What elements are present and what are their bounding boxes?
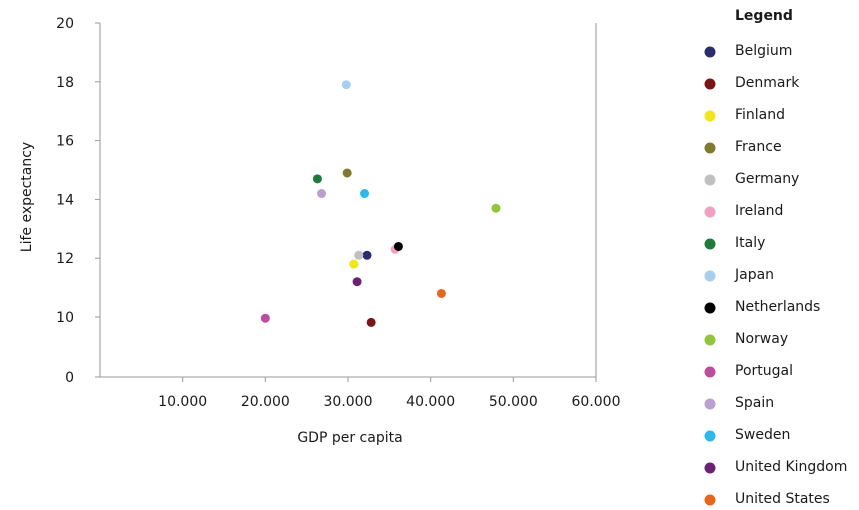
x-tick-label: 60.000 (572, 394, 621, 410)
legend-marker-icon (704, 302, 716, 314)
legend-item-norway: Norway (700, 330, 859, 350)
y-tick-label: 16 (56, 134, 74, 150)
point-sweden (360, 189, 370, 199)
legend-item-japan: Japan (700, 266, 859, 286)
legend-marker-icon (704, 462, 716, 474)
x-tick-label: 30.000 (324, 394, 373, 410)
legend-label: United Kingdom (735, 459, 848, 475)
legend-label: Denmark (735, 75, 800, 91)
legend-item-belgium: Belgium (700, 42, 859, 62)
legend-item-finland: Finland (700, 106, 859, 126)
legend-item-ireland: Ireland (700, 202, 859, 222)
legend-item-united-kingdom: United Kingdom (700, 458, 859, 478)
y-tick-label: 12 (56, 251, 74, 267)
legend-label: Netherlands (735, 299, 821, 315)
legend-marker-icon (704, 430, 716, 442)
legend-label: Japan (735, 267, 775, 283)
point-finland (349, 259, 359, 269)
y-tick-label: 18 (56, 75, 74, 91)
legend-item-sweden: Sweden (700, 426, 859, 446)
legend-marker-icon (704, 206, 716, 218)
legend-marker-icon (704, 46, 716, 58)
y-tick-label: 20 (56, 16, 74, 32)
legend-marker-icon (704, 238, 716, 250)
point-portugal (260, 313, 270, 323)
point-japan (341, 80, 351, 90)
y-tick-label: 0 (65, 370, 74, 386)
legend-marker-icon (704, 142, 716, 154)
point-norway (491, 203, 501, 213)
legend-item-netherlands: Netherlands (700, 298, 859, 318)
point-netherlands (393, 241, 403, 251)
legend-marker-icon (704, 366, 716, 378)
legend-marker-icon (704, 270, 716, 282)
legend-label: Italy (735, 235, 766, 251)
legend-item-france: France (700, 138, 859, 158)
legend-item-united-states: United States (700, 490, 859, 510)
point-belgium (362, 250, 372, 260)
legend-label: Germany (735, 171, 800, 187)
legend-item-germany: Germany (700, 170, 859, 190)
legend-label: Sweden (735, 427, 791, 443)
y-tick-label: 14 (56, 192, 74, 208)
point-france (342, 168, 352, 178)
legend-marker-icon (704, 110, 716, 122)
y-axis-title: Life expectancy (19, 142, 35, 252)
y-tick-label: 10 (56, 310, 74, 326)
x-tick-label: 40.000 (406, 394, 455, 410)
x-tick-label: 50.000 (489, 394, 538, 410)
legend-title: Legend (735, 8, 793, 24)
legend-label: United States (735, 491, 830, 507)
legend-label: Norway (735, 331, 789, 347)
point-italy (312, 174, 322, 184)
x-tick-label: 10.000 (158, 394, 207, 410)
legend-marker-icon (704, 398, 716, 410)
legend-label: Belgium (735, 43, 793, 59)
x-axis-title: GDP per capita (297, 430, 402, 446)
legend-marker-icon (704, 78, 716, 90)
legend-label: Portugal (735, 363, 793, 379)
point-denmark (366, 317, 376, 327)
x-tick-label: 20.000 (241, 394, 290, 410)
legend-label: Spain (735, 395, 775, 411)
legend-label: Ireland (735, 203, 784, 219)
legend-marker-icon (704, 494, 716, 506)
legend-marker-icon (704, 174, 716, 186)
point-united-states (436, 288, 446, 298)
point-spain (317, 189, 327, 199)
legend-item-italy: Italy (700, 234, 859, 254)
legend-label: Finland (735, 107, 786, 123)
legend-item-denmark: Denmark (700, 74, 859, 94)
legend-item-spain: Spain (700, 394, 859, 414)
legend-marker-icon (704, 334, 716, 346)
point-united-kingdom (352, 277, 362, 287)
legend-label: France (735, 139, 782, 155)
point-germany (354, 250, 364, 260)
legend-item-portugal: Portugal (700, 362, 859, 382)
